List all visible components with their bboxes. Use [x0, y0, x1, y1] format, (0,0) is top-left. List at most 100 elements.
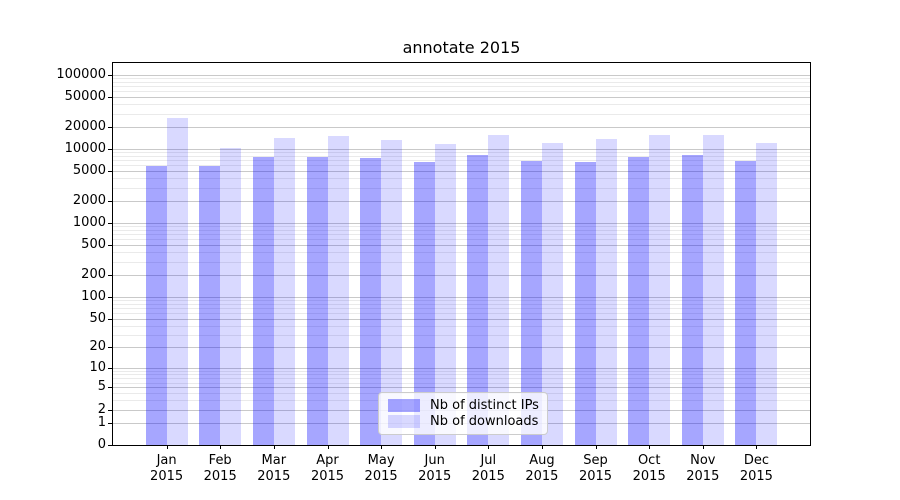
- minor-gridline: [113, 300, 810, 301]
- x-tick-label: Dec 2015: [739, 453, 773, 484]
- minor-gridline: [113, 165, 810, 167]
- y-tick-mark: [108, 367, 113, 369]
- bar: [166, 118, 188, 445]
- minor-gridline: [113, 104, 810, 106]
- minor-gridline: [113, 91, 810, 93]
- minor-gridline: [113, 308, 810, 309]
- bar: [199, 165, 221, 445]
- x-tick-mark: [756, 445, 758, 449]
- y-tick-label: 200: [81, 266, 106, 282]
- bar: [327, 135, 349, 445]
- minor-gridline: [113, 152, 810, 154]
- minor-gridline: [113, 234, 810, 236]
- bar: [756, 142, 778, 445]
- y-tick-label: 2: [97, 401, 106, 417]
- y-tick-mark: [108, 387, 113, 389]
- major-gridline: [113, 222, 810, 224]
- x-tick-mark: [166, 445, 168, 449]
- y-tick-mark: [108, 245, 113, 247]
- x-tick-label: Oct 2015: [632, 453, 666, 484]
- major-gridline: [113, 296, 810, 298]
- minor-gridline: [113, 334, 810, 336]
- y-tick-label: 1: [97, 414, 106, 430]
- bar: [702, 134, 724, 445]
- major-gridline: [113, 149, 810, 150]
- minor-gridline: [113, 178, 810, 180]
- y-tick-label: 5000: [72, 163, 106, 179]
- bar: [595, 139, 617, 445]
- y-tick-label: 100: [81, 288, 106, 304]
- minor-gridline: [113, 113, 810, 115]
- bar: [252, 156, 274, 445]
- x-tick-mark: [381, 445, 383, 449]
- y-tick-label: 5: [97, 379, 106, 395]
- y-tick-label: 10000: [64, 141, 106, 156]
- y-tick-mark: [108, 222, 113, 224]
- y-tick-label: 50000: [64, 89, 106, 105]
- y-tick-label: 1000: [72, 214, 106, 230]
- bar: [467, 154, 489, 445]
- minor-gridline: [113, 378, 810, 380]
- y-tick-mark: [108, 422, 113, 424]
- y-tick-mark: [108, 347, 113, 349]
- legend: Nb of distinct IPs Nb of downloads: [378, 392, 548, 435]
- minor-gridline: [113, 239, 810, 241]
- minor-gridline: [113, 252, 810, 254]
- legend-label: Nb of downloads: [430, 414, 539, 429]
- minor-gridline: [113, 86, 810, 88]
- major-gridline: [113, 171, 810, 173]
- x-tick-label: Mar 2015: [257, 453, 291, 484]
- legend-swatch-distinct-ips-icon: [388, 399, 420, 412]
- minor-gridline: [113, 82, 810, 84]
- bar: [735, 161, 757, 445]
- x-tick-label: Sep 2015: [578, 453, 613, 484]
- y-tick-mark: [108, 97, 113, 99]
- major-gridline: [113, 347, 810, 349]
- legend-label: Nb of distinct IPs: [430, 398, 539, 413]
- minor-gridline: [113, 312, 810, 314]
- major-gridline: [113, 200, 810, 202]
- minor-gridline: [113, 230, 810, 232]
- major-gridline: [113, 74, 810, 76]
- x-tick-mark: [434, 445, 436, 449]
- x-tick-label: Aug 2015: [525, 453, 559, 484]
- y-tick-mark: [108, 318, 113, 320]
- bar: [488, 134, 510, 445]
- x-tick-label: Feb 2015: [203, 453, 237, 484]
- y-tick-mark: [108, 171, 113, 173]
- x-tick-mark: [702, 445, 704, 449]
- x-tick-label: Nov 2015: [686, 453, 720, 484]
- chart-title: annotate 2015: [402, 38, 521, 57]
- x-tick-mark: [488, 445, 490, 449]
- minor-gridline: [113, 371, 810, 372]
- bar: [381, 140, 403, 445]
- x-tick-mark: [595, 445, 597, 449]
- minor-gridline: [113, 187, 810, 189]
- bar: [681, 154, 703, 445]
- bar: [628, 156, 650, 445]
- major-gridline: [113, 274, 810, 276]
- major-gridline: [113, 367, 810, 369]
- x-tick-label: Apr 2015: [310, 453, 345, 484]
- x-tick-label: May 2015: [364, 453, 398, 484]
- y-tick-label: 2000: [72, 192, 106, 208]
- major-gridline: [113, 387, 810, 389]
- y-tick-mark: [108, 126, 113, 128]
- bar: [306, 156, 328, 445]
- bar: [413, 162, 435, 445]
- bar: [273, 138, 295, 445]
- y-tick-label: 10: [89, 359, 106, 375]
- y-tick-label: 20000: [64, 118, 106, 134]
- legend-item-distinct-ips: Nb of distinct IPs: [388, 398, 539, 413]
- x-tick-mark: [541, 445, 543, 449]
- x-tick-label: Jan 2015: [150, 453, 184, 484]
- y-tick-mark: [108, 274, 113, 276]
- y-tick-mark: [108, 200, 113, 202]
- minor-gridline: [113, 374, 810, 376]
- minor-gridline: [113, 325, 810, 327]
- bar: [541, 142, 563, 445]
- major-gridline: [113, 318, 810, 320]
- major-gridline: [113, 245, 810, 247]
- y-tick-mark: [108, 445, 113, 446]
- minor-gridline: [113, 382, 810, 384]
